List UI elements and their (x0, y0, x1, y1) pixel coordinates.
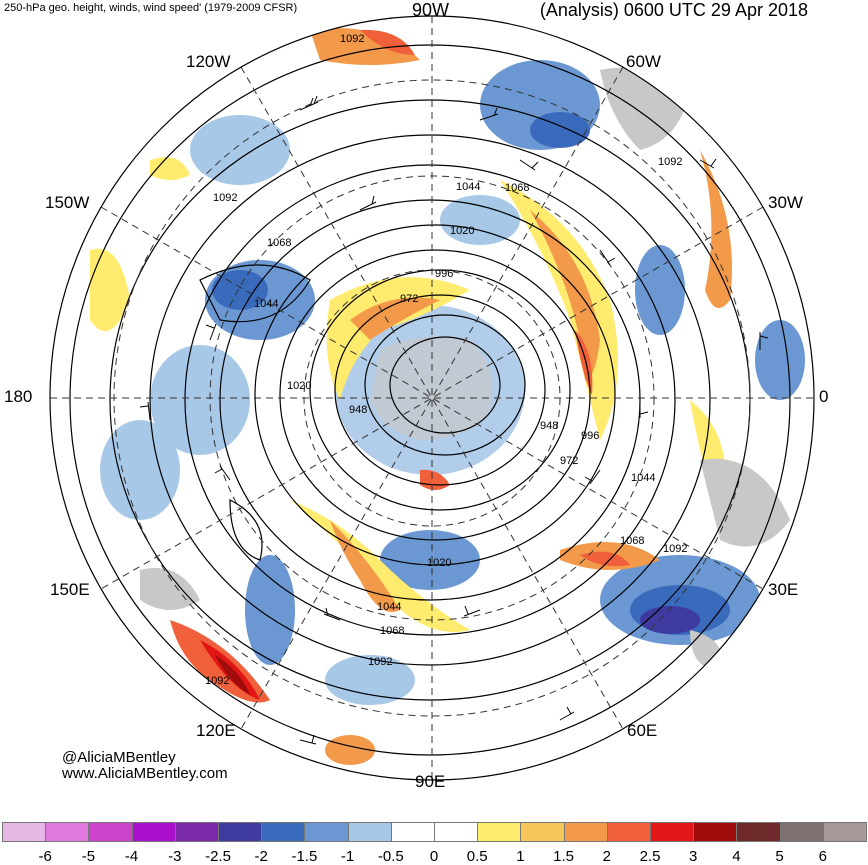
colorbar-tick-label: 0 (429, 848, 439, 865)
colorbar-tick-label: -3 (168, 848, 182, 865)
lon-label-60e: 60E (627, 721, 658, 740)
colorbar-tick-label: 2.5 (639, 848, 661, 865)
lon-label-120e: 120E (196, 721, 236, 740)
colorbar-tick-label: 1 (516, 848, 525, 865)
lon-label-150e: 150E (50, 580, 90, 599)
wind-barbs (139, 95, 769, 745)
lon-label-120w: 120W (186, 52, 231, 71)
colorbar-tick-label: -2.5 (205, 848, 231, 865)
colorbar-cell (218, 822, 263, 842)
lon-label-0: 0 (819, 387, 829, 406)
colorbar-cell (650, 822, 695, 842)
colorbar-cell (822, 822, 867, 842)
contour-label: 1092 (340, 33, 365, 45)
contour-label: 948 (540, 420, 559, 432)
contour-label: 972 (560, 455, 579, 467)
lon-label-30w: 30W (768, 193, 803, 212)
contour-label: 1092 (663, 543, 688, 555)
colorbar-cell (736, 822, 781, 842)
lon-label-90w: 90W (412, 0, 450, 20)
colorbar-cell (563, 822, 608, 842)
colorbar-cell (131, 822, 176, 842)
colorbar-cell (434, 822, 479, 842)
contour-label: 1020 (450, 225, 475, 237)
lon-label-60w: 60W (626, 52, 661, 71)
contour-label: 1092 (205, 675, 230, 687)
colorbar-cell (261, 822, 306, 842)
contour-label: 1044 (456, 181, 481, 193)
contour-label: 1044 (254, 298, 279, 310)
colorbar-tick-label: 2 (602, 848, 611, 865)
colorbar-tick-label: -5 (81, 848, 96, 865)
graticule (50, 16, 814, 780)
map-title: 250-hPa geo. height, winds, wind speed' … (4, 2, 298, 14)
colorbar-cell (693, 822, 738, 842)
colorbar-tick-label: 4 (732, 848, 741, 865)
contour-label: 1020 (287, 380, 312, 392)
colorbar-tick-label: 5 (775, 848, 784, 865)
colorbar-cell (2, 822, 47, 842)
contour-label: 1044 (377, 601, 402, 613)
contour-label: 1092 (213, 192, 238, 204)
colorbar-cell (88, 822, 133, 842)
colorbar-cell (606, 822, 651, 842)
height-contours (69, 44, 791, 756)
polar-stereographic-map (49, 15, 815, 781)
colorbar (2, 822, 868, 844)
valid-time-title: (Analysis) 0600 UTC 29 Apr 2018 (539, 0, 808, 20)
colorbar-tick-label: -1 (340, 848, 355, 865)
credit-twitter: @AliciaMBentley (62, 749, 176, 766)
colorbar-cell (174, 822, 219, 842)
credit-website: www.AliciaMBentley.com (62, 765, 228, 782)
contour-label: 996 (435, 268, 454, 280)
colorbar-cell (520, 822, 565, 842)
colorbar-tick-label: 3 (689, 848, 698, 865)
contour-label: 972 (400, 293, 419, 305)
contour-label: 1092 (658, 156, 683, 168)
colorbar-tick-label: 0.5 (466, 848, 488, 865)
contour-label: 1068 (620, 535, 645, 547)
colorbar-tick-label: 6 (818, 848, 827, 865)
contour-label: 1092 (368, 656, 393, 668)
colorbar-tick-label: -1.5 (291, 848, 318, 865)
colorbar-cell (390, 822, 435, 842)
colorbar-cell (347, 822, 392, 842)
colorbar-tick-label: 1.5 (553, 848, 575, 865)
colorbar-tick-label: -6 (38, 848, 52, 865)
contour-label: 1044 (631, 472, 656, 484)
lon-label-30e: 30E (768, 580, 799, 599)
colorbar-tick-label: -2 (254, 848, 268, 865)
colorbar-tick-label: -4 (124, 848, 139, 865)
contour-label: 1068 (505, 182, 530, 194)
contour-label: 948 (349, 404, 368, 416)
contour-label: 996 (581, 430, 600, 442)
colorbar-cell (45, 822, 90, 842)
contour-label: 1068 (380, 625, 405, 637)
colorbar-tick-label: -0.5 (377, 848, 404, 865)
lon-label-150w: 150W (45, 193, 90, 212)
lon-label-90e: 90E (415, 772, 446, 791)
contour-label: 1020 (427, 557, 452, 569)
colorbar-cell (477, 822, 522, 842)
lon-label-180: 180 (4, 387, 33, 406)
contour-label: 1068 (267, 237, 292, 249)
colorbar-cell (304, 822, 349, 842)
colorbar-cell (779, 822, 824, 842)
